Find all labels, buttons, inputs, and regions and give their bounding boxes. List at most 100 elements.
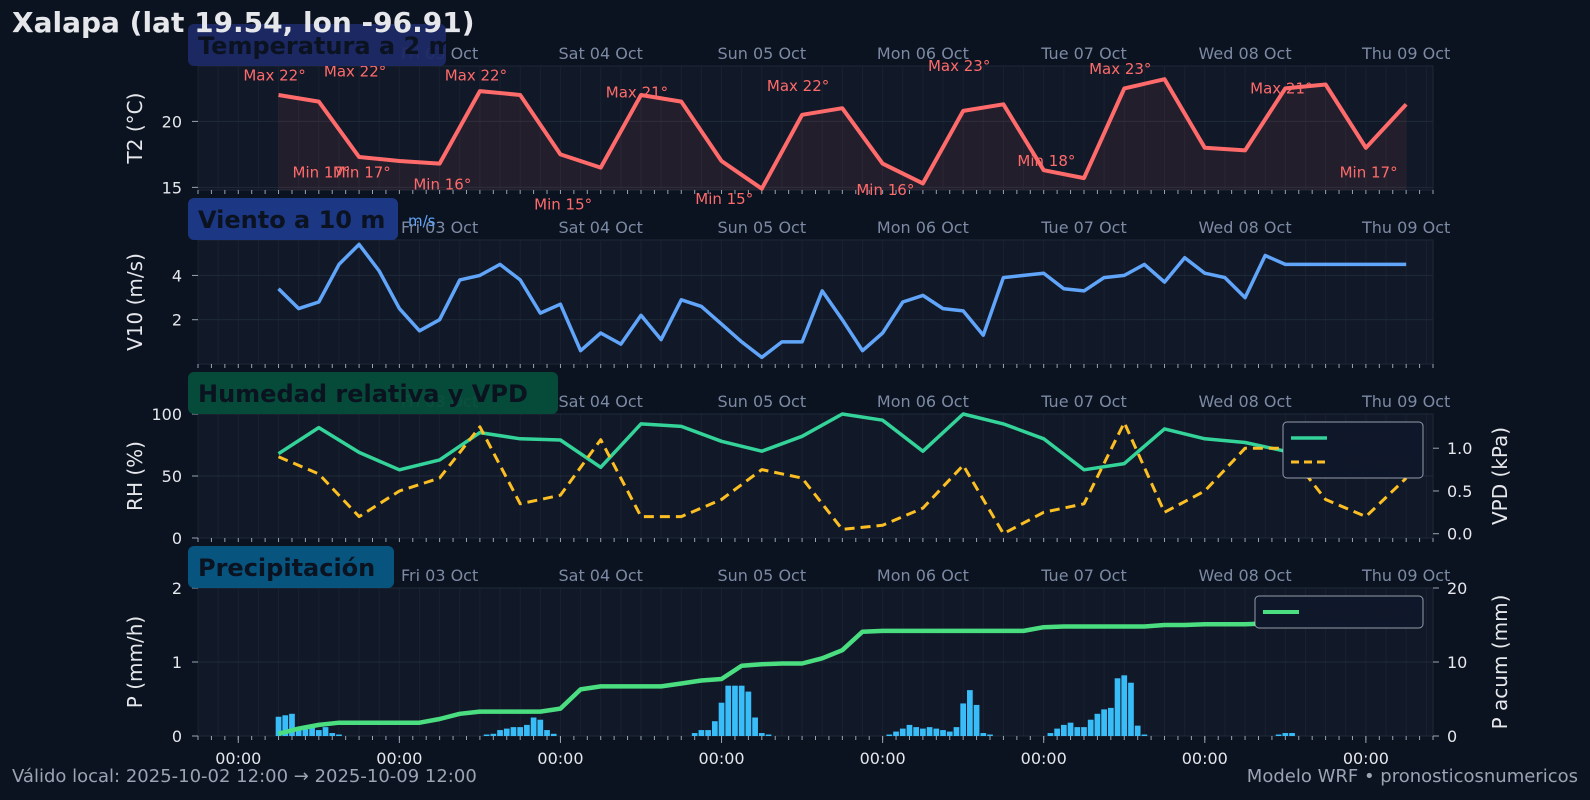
- precip-bar: [1128, 682, 1134, 736]
- max-annotation: Max 23°: [1089, 60, 1151, 78]
- valid-period-text: Válido local: 2025-10-02 12:00 → 2025-10…: [12, 766, 477, 787]
- precip-bar: [550, 733, 557, 736]
- precip-bar: [289, 713, 295, 736]
- x-tick-label: 00:00: [215, 749, 261, 768]
- precip-bar: [1094, 713, 1101, 736]
- precip-bar: [711, 721, 718, 736]
- day-label: Sat 04 Oct: [558, 566, 642, 585]
- precip-bar: [329, 733, 336, 736]
- precip-bar: [698, 730, 705, 736]
- day-label: Thu 09 Oct: [1361, 392, 1450, 411]
- precip-bar: [960, 703, 967, 736]
- precip-bar: [315, 730, 322, 736]
- y-axis-label: V10 (m/s): [123, 253, 147, 351]
- model-credit-text: Modelo WRF • pronosticosnumericos: [1246, 766, 1578, 787]
- precip-bar: [1047, 733, 1054, 736]
- day-label: Sat 04 Oct: [558, 392, 642, 411]
- day-label: Mon 06 Oct: [877, 566, 969, 585]
- day-label: Tue 07 Oct: [1040, 392, 1127, 411]
- precip-bar: [1289, 733, 1295, 736]
- precip-bar: [946, 731, 953, 736]
- day-label: Tue 07 Oct: [1040, 44, 1127, 63]
- y-tick-label: 15: [162, 178, 182, 197]
- precip-bar: [483, 734, 490, 736]
- day-label: Wed 08 Oct: [1199, 566, 1292, 585]
- precip-bar: [691, 733, 698, 736]
- legend-label-rh: RH (%): [1337, 430, 1389, 448]
- precip-bar: [940, 730, 946, 736]
- precip-bar: [732, 685, 738, 736]
- y-axis-label: T2 (°C): [123, 93, 147, 165]
- precip-bar: [1275, 734, 1282, 736]
- panel-title-text: Precipitación: [198, 554, 375, 582]
- precip-bar: [765, 734, 772, 736]
- precip-bar: [295, 727, 302, 736]
- day-label: Thu 09 Oct: [1361, 566, 1450, 585]
- precip-bar: [906, 724, 913, 736]
- precip-bar: [503, 728, 510, 736]
- precip-bar: [933, 728, 940, 736]
- y-axis-label: RH (%): [123, 441, 147, 511]
- vpd-line: [277, 421, 1408, 536]
- legend-box: [1254, 595, 1424, 629]
- precip-bar: [322, 727, 329, 736]
- precip-bar: [336, 734, 342, 736]
- min-annotation: Min 17°: [1340, 164, 1398, 182]
- day-label: Sun 05 Oct: [717, 566, 806, 585]
- precip-bar: [282, 715, 289, 736]
- y2-tick-label: 0.0: [1447, 525, 1472, 544]
- rh-line: [277, 412, 1407, 472]
- panel-title: Viento a 10 m: [188, 198, 398, 240]
- day-label: Mon 06 Oct: [877, 44, 969, 63]
- day-label: Sun 05 Oct: [717, 44, 806, 63]
- panel-title: Precipitación: [188, 546, 394, 588]
- x-tick-label: 00:00: [698, 749, 744, 768]
- precip-acc-line: [277, 602, 1407, 736]
- precip-bar: [1107, 707, 1114, 736]
- x-tick-label: 00:00: [860, 749, 906, 768]
- min-annotation: Min 17°: [293, 164, 351, 182]
- day-label: Mon 06 Oct: [877, 392, 969, 411]
- precip-bar: [718, 702, 725, 736]
- precip-bar: [987, 734, 993, 736]
- precip-bar: [738, 685, 745, 736]
- precip-bar: [758, 733, 765, 736]
- precip-bar: [1121, 675, 1128, 736]
- min-annotation: Min 15°: [695, 190, 753, 208]
- precip-bar: [725, 685, 732, 736]
- day-label: Tue 07 Oct: [1040, 218, 1127, 237]
- min-annotation: Min 17°: [333, 164, 391, 182]
- x-tick-label: 00:00: [1343, 749, 1389, 768]
- panel-background: [197, 239, 1434, 365]
- x-tick-label: 00:00: [1021, 749, 1067, 768]
- x-tick-label: 00:00: [376, 749, 422, 768]
- precip-bar: [967, 690, 973, 736]
- panel-title-background: [188, 372, 558, 414]
- day-label: Mon 06 Oct: [877, 218, 969, 237]
- precip-bar: [302, 728, 309, 736]
- max-annotation: Max 22°: [243, 66, 305, 84]
- y-tick-label: 0: [172, 727, 182, 746]
- precip-bar: [1114, 678, 1121, 736]
- precip-bar: [899, 728, 906, 736]
- panel-title-background: [188, 198, 398, 240]
- day-label: Thu 09 Oct: [1361, 44, 1450, 63]
- day-label: Wed 08 Oct: [1199, 44, 1292, 63]
- panel-title: Temperatura a 2 m: [188, 24, 454, 66]
- precip-bar: [490, 733, 497, 736]
- precip-bar: [1282, 733, 1289, 736]
- panel-4: Fri 03 Oct Sat 04 Oct Sun 05 Oct Mon 06 Oct…: [123, 546, 1512, 746]
- temperature-line: [278, 77, 1408, 191]
- y-axis-label: P (mm/h): [123, 616, 147, 708]
- y2-axis-label: VPD (kPa): [1488, 427, 1512, 525]
- y-tick-label: 2: [172, 311, 182, 330]
- day-label: Sat 04 Oct: [558, 44, 642, 63]
- precip-bar: [1081, 727, 1087, 736]
- day-label: Sun 05 Oct: [717, 218, 806, 237]
- y-tick-label: 2: [172, 579, 182, 598]
- y2-tick-label: 1.0: [1447, 439, 1472, 458]
- precip-bar: [920, 728, 926, 736]
- temperature-area: [278, 79, 1407, 190]
- precip-bar: [524, 724, 530, 736]
- precip-bar: [530, 717, 537, 736]
